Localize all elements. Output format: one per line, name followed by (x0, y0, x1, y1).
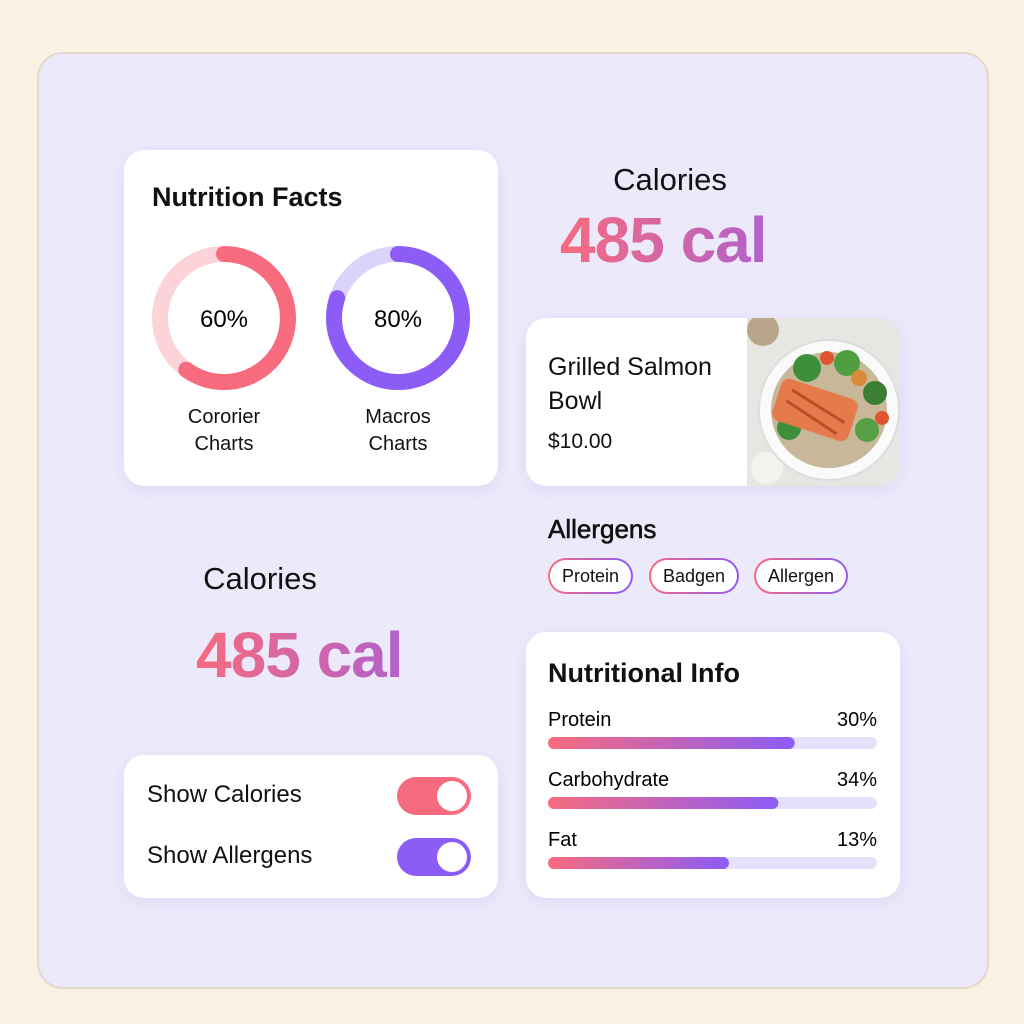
product-price: $10.00 (548, 430, 613, 453)
bar (548, 797, 779, 809)
toggle-knob[interactable] (437, 842, 467, 872)
nutrient-name: Protein (548, 709, 611, 731)
allergen-chip[interactable]: Allergen (754, 558, 848, 594)
ring-arc (326, 246, 470, 390)
bar (548, 857, 729, 869)
nutrient-name: Fat (548, 829, 577, 851)
ring-label: 80% (374, 306, 422, 333)
calories-label: Calories (203, 561, 317, 596)
nutrient-percent: 34% (837, 769, 877, 791)
nutrient-percent: 30% (837, 709, 877, 731)
calories-value: 485 cal (196, 618, 516, 692)
toggle-label: Show Allergens (147, 842, 313, 869)
nutrition-card (124, 150, 498, 486)
nutrient-name: Carbohydrate (548, 769, 669, 791)
product-name: Grilled Salmon Bowl (548, 353, 712, 415)
nutritional-info-card (526, 632, 900, 898)
bar (548, 737, 795, 749)
toggle-knob[interactable] (437, 781, 467, 811)
product-card[interactable] (526, 318, 900, 486)
card-title: Nutritional Info (548, 658, 740, 688)
ring-arc (152, 246, 296, 390)
calories-value: 485 cal (560, 203, 880, 277)
calories-label: Calories (613, 162, 727, 197)
ring-label: 60% (200, 306, 248, 333)
toggle-label: Show Calories (147, 781, 302, 808)
card-title: Nutrition Facts (152, 182, 343, 212)
nutrient-percent: 13% (837, 829, 877, 851)
ring-caption: Cororier Charts (187, 406, 261, 455)
allergens-title: Allergens (548, 514, 657, 545)
allergen-chip[interactable]: Protein (548, 558, 633, 594)
product-image (747, 318, 900, 486)
ring-caption: Macros Charts (365, 406, 431, 455)
allergen-chip[interactable]: Badgen (649, 558, 739, 594)
